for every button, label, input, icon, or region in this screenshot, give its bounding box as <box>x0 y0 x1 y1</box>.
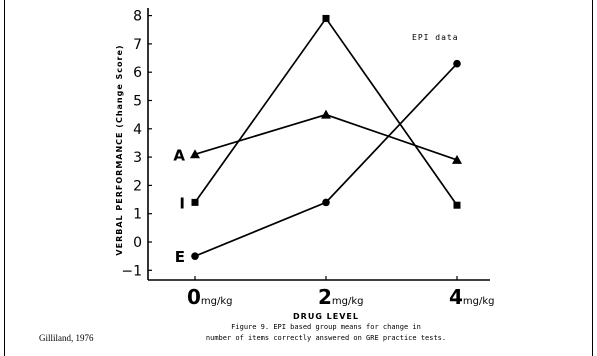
y-tick-label: 3 <box>133 150 142 166</box>
page-border-right <box>592 0 593 356</box>
credit: Gilliland, 1976 <box>39 333 94 343</box>
data-point-I <box>453 201 461 209</box>
x-tick-value: 0 <box>187 285 201 309</box>
y-tick-labels: 8 7 6 5 4 3 2 1 0 −1 <box>121 9 152 279</box>
series-line-E <box>194 63 458 257</box>
data-point-A <box>321 109 331 119</box>
x-tick-label: 4mg/kg <box>449 285 495 309</box>
data-series: A I E <box>173 14 462 266</box>
series-label-A: A <box>173 146 185 164</box>
page-border-left <box>4 0 5 356</box>
y-tick-label: 4 <box>133 122 142 138</box>
data-point-A <box>452 154 462 164</box>
x-tick-value: 4 <box>449 285 463 309</box>
y-tick-label: 1 <box>133 207 142 223</box>
x-tick-value: 2 <box>318 285 332 309</box>
series-label-E: E <box>175 248 185 266</box>
x-tick-label: 0mg/kg <box>187 285 233 309</box>
data-point-I <box>191 198 199 206</box>
y-tick-label: 5 <box>133 94 142 110</box>
legend-note: EPI data <box>412 33 459 42</box>
chart-axes <box>147 8 490 281</box>
y-tick-label: 7 <box>133 37 142 53</box>
x-tick-unit: mg/kg <box>201 296 233 307</box>
data-point-I <box>322 14 330 22</box>
y-axis-label: VERBAL PERFORMANCE (Change Score) <box>115 44 124 255</box>
data-point-E <box>191 252 199 260</box>
y-tick-label: −1 <box>121 263 142 279</box>
data-point-E <box>453 59 461 68</box>
x-tick-unit: mg/kg <box>332 296 364 307</box>
y-tick-label: 6 <box>133 65 142 81</box>
data-point-E <box>322 198 330 207</box>
y-tick-label: 8 <box>133 9 142 25</box>
y-tick-label: 0 <box>133 235 142 251</box>
y-tick-label: 2 <box>133 178 142 194</box>
caption-line-1: Figure 9. EPI based group means for chan… <box>231 323 421 331</box>
x-tick-label: 2mg/kg <box>318 285 364 309</box>
x-tick-unit: mg/kg <box>463 296 495 307</box>
series-line-A <box>194 113 458 161</box>
series-label-I: I <box>179 194 185 212</box>
x-tick-labels: 0mg/kg 2mg/kg 4mg/kg <box>187 276 495 309</box>
data-point-A <box>190 149 200 159</box>
x-axis-label: DRUG LEVEL <box>293 312 359 321</box>
caption-line-2: number of items correctly answered on GR… <box>206 334 446 342</box>
